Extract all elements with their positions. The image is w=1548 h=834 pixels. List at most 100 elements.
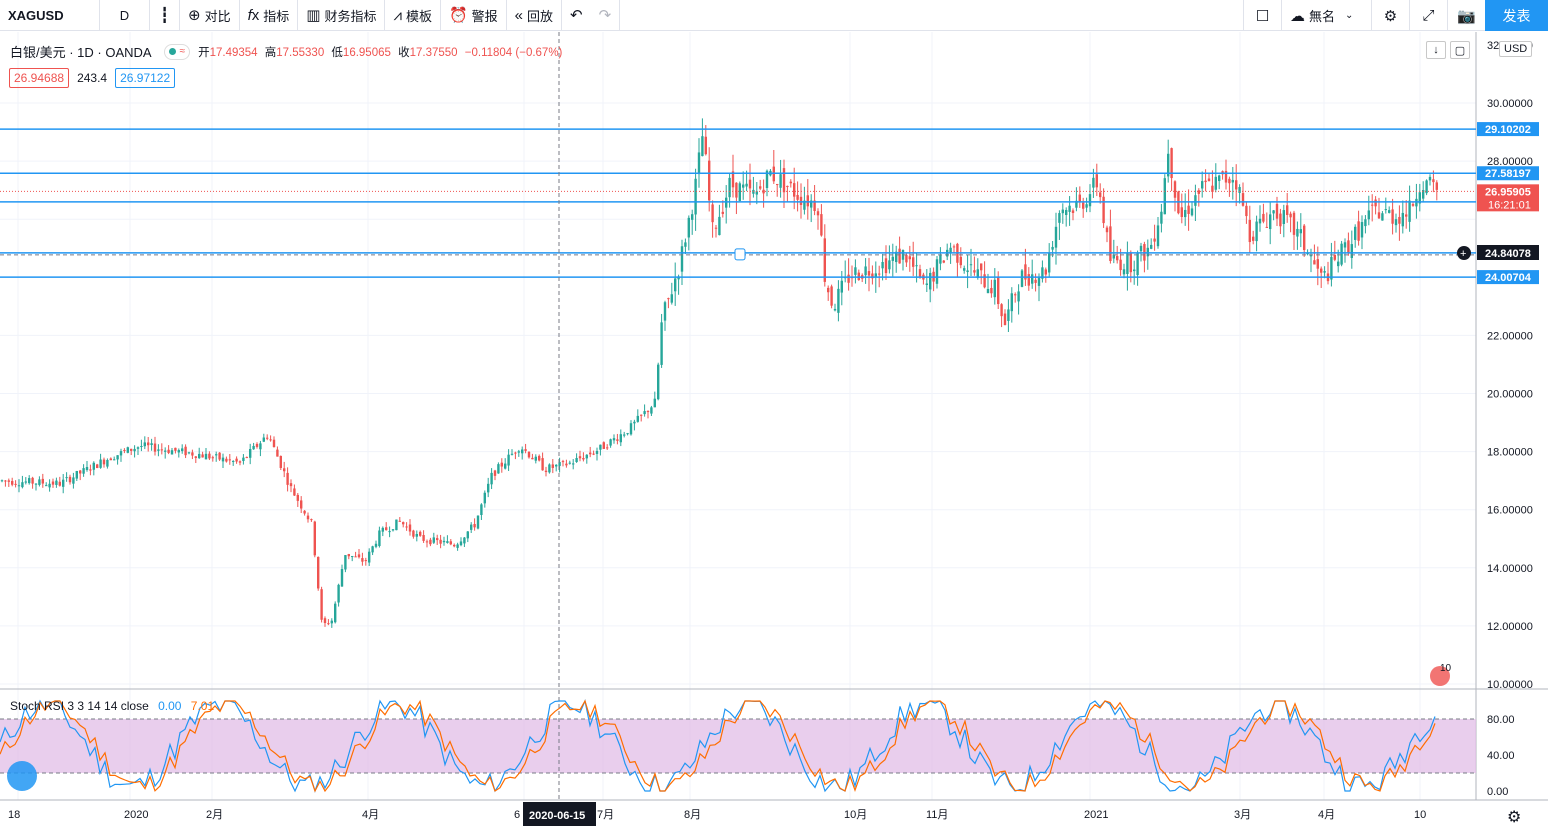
spread-value: 243.4 (77, 71, 108, 85)
candle-body (286, 472, 289, 485)
compare-label: 对比 (204, 8, 231, 24)
redo-button[interactable]: ↷ (591, 0, 621, 31)
market-status-badge[interactable]: ≈ (163, 43, 191, 60)
candle-body (1381, 213, 1384, 221)
tradingview-logo-icon[interactable] (7, 761, 37, 791)
chart-settings-gear-icon[interactable]: ⚙ (1507, 809, 1521, 826)
add-alert-icon[interactable] (1457, 246, 1471, 260)
financials-button[interactable]: ▥ 财务指标 (298, 0, 386, 31)
candle-body (116, 455, 119, 460)
candle-body (480, 504, 483, 515)
maximize-pane-button[interactable]: ▢ (1450, 41, 1470, 59)
candle-body (1102, 196, 1105, 224)
snapshot-button[interactable]: 📷 (1447, 0, 1485, 31)
line-handle[interactable] (734, 248, 746, 261)
price-chart[interactable]: 32.0000030.0000028.0000022.0000020.00000… (0, 32, 1548, 829)
publish-button[interactable]: 发表 (1485, 0, 1548, 31)
time-axis-label: 4月 (362, 809, 379, 821)
interval-button[interactable]: D (100, 0, 150, 31)
candle-body (1010, 293, 1013, 312)
buy-price-button[interactable]: 26.97122 (115, 68, 176, 88)
candle-body (385, 527, 388, 531)
compare-button[interactable]: ⊕ 对比 (180, 0, 240, 31)
currency-button[interactable]: USD (1499, 41, 1533, 57)
templates-button[interactable]: ⩘ 模板 (385, 0, 441, 31)
symbol-search[interactable]: XAGUSD (0, 0, 100, 31)
candle-body (1017, 291, 1020, 302)
candle-body (1187, 205, 1190, 214)
stoch-k-value: 0.00 (158, 699, 182, 713)
replay-button[interactable]: « 回放 (507, 0, 563, 31)
candle-body (177, 450, 180, 453)
candle-body (1398, 216, 1401, 224)
alerts-button[interactable]: ⏰ 警报 (441, 0, 507, 31)
candle-body (150, 443, 153, 445)
candle-body (99, 459, 102, 468)
candle-body (289, 483, 293, 487)
indicators-label: 指标 (263, 8, 290, 24)
candle-body (147, 442, 150, 446)
candle-body (857, 272, 860, 281)
candle-body (1415, 198, 1418, 207)
candle-body (130, 448, 133, 451)
event-flag-icon[interactable] (1430, 666, 1450, 686)
candle-body (1031, 274, 1034, 284)
rewind-icon: « (514, 6, 524, 24)
layout-button[interactable]: ☐ (1243, 0, 1281, 31)
candle-body (476, 515, 480, 529)
candle-body (789, 181, 792, 184)
candle-body (327, 623, 330, 625)
candle-body (759, 186, 762, 189)
candle-body (1408, 200, 1411, 222)
candle-body (1248, 219, 1251, 243)
countdown-label: 16:21:01 (1488, 199, 1531, 211)
chart-area[interactable]: 32.0000030.0000028.0000022.0000020.00000… (0, 32, 1548, 829)
candle-body (126, 447, 129, 453)
candle-body (1350, 244, 1353, 259)
horizontal-line-label: 27.58197 (1485, 168, 1531, 180)
candle-body (1418, 192, 1421, 204)
candle-body (79, 470, 82, 474)
candle-body (395, 519, 398, 531)
candle-body (816, 211, 820, 216)
candle-body (1173, 181, 1177, 198)
chart-type-button[interactable]: ┇ (150, 0, 180, 31)
legend-title: 白银/美元 · 1D · OANDA (10, 45, 152, 60)
candle-body (1119, 259, 1122, 271)
settings-button[interactable]: ⚙ (1371, 0, 1409, 31)
replay-label: 回放 (527, 8, 554, 24)
candle-body (1150, 244, 1153, 249)
close-value: 17.37550 (409, 46, 458, 59)
time-axis-label: 7月 (597, 809, 614, 821)
candle-body (259, 443, 262, 450)
layout-save-button[interactable]: ☁ 無名 ⌄ (1281, 0, 1371, 31)
candle-body (48, 483, 51, 488)
candle-body (1360, 222, 1364, 238)
candle-body (293, 488, 296, 496)
candle-body (28, 478, 31, 484)
high-value: 17.55330 (276, 46, 325, 59)
candle-body (157, 449, 160, 451)
sell-price-button[interactable]: 26.94688 (9, 68, 70, 88)
horizontal-line-label-bg (1477, 166, 1539, 181)
candle-body (483, 492, 486, 504)
scroll-down-button[interactable]: ↓ (1426, 41, 1446, 59)
candle-body (364, 560, 367, 562)
candle-body (973, 270, 976, 273)
candle-body (1065, 210, 1068, 215)
candle-body (283, 468, 286, 472)
fullscreen-button[interactable]: ⤢ (1409, 0, 1447, 31)
candle-body (585, 454, 588, 459)
candle-body (279, 456, 282, 468)
candle-body (449, 541, 452, 545)
candle-body (160, 449, 163, 451)
candle-body (181, 448, 184, 452)
stoch-d-line (0, 699, 1436, 793)
candle-body (949, 247, 952, 254)
candle-body (657, 364, 660, 400)
candle-body (969, 264, 973, 266)
indicators-button[interactable]: fx 指标 (240, 0, 299, 31)
time-axis-label: 10月 (844, 809, 867, 821)
candle-body (561, 461, 565, 463)
undo-button[interactable]: ↶ (562, 0, 591, 31)
